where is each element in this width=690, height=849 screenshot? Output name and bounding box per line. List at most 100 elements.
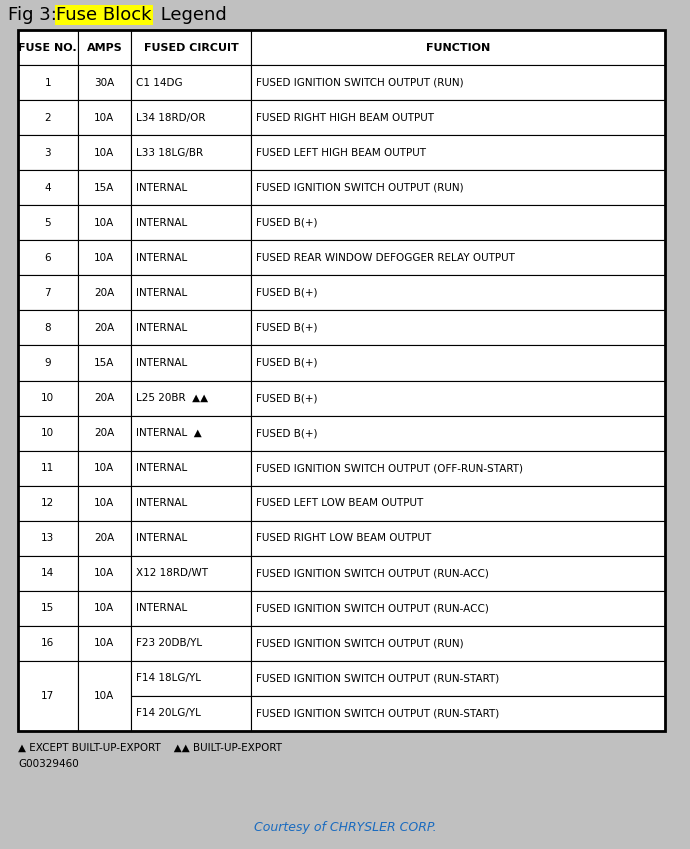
Text: Courtesy of CHRYSLER CORP.: Courtesy of CHRYSLER CORP.: [254, 820, 436, 834]
Text: 15A: 15A: [95, 358, 115, 368]
Text: 20A: 20A: [95, 533, 115, 543]
Bar: [131, 275, 251, 311]
Bar: [77, 556, 131, 591]
Bar: [18, 626, 77, 661]
Text: FUSED RIGHT LOW BEAM OUTPUT: FUSED RIGHT LOW BEAM OUTPUT: [256, 533, 431, 543]
Text: AMPS: AMPS: [86, 42, 122, 53]
Text: 1: 1: [44, 77, 51, 87]
Text: INTERNAL: INTERNAL: [136, 498, 188, 509]
Text: FUSED REAR WINDOW DEFOGGER RELAY OUTPUT: FUSED REAR WINDOW DEFOGGER RELAY OUTPUT: [256, 253, 515, 263]
Text: FUSED IGNITION SWITCH OUTPUT (RUN-ACC): FUSED IGNITION SWITCH OUTPUT (RUN-ACC): [256, 568, 489, 578]
Bar: [251, 661, 665, 696]
Text: FUSED B(+): FUSED B(+): [256, 288, 317, 298]
Text: FUSED B(+): FUSED B(+): [256, 218, 317, 228]
Bar: [251, 170, 665, 205]
Text: X12 18RD/WT: X12 18RD/WT: [136, 568, 208, 578]
Bar: [18, 451, 77, 486]
Text: 5: 5: [44, 218, 51, 228]
Bar: [131, 240, 251, 275]
Bar: [18, 346, 77, 380]
Bar: [251, 135, 665, 170]
Bar: [18, 591, 77, 626]
Text: INTERNAL: INTERNAL: [136, 533, 188, 543]
Bar: [131, 556, 251, 591]
Bar: [251, 30, 665, 65]
Bar: [131, 591, 251, 626]
Bar: [77, 451, 131, 486]
Text: INTERNAL: INTERNAL: [136, 604, 188, 613]
Text: FUNCTION: FUNCTION: [426, 42, 490, 53]
Bar: [18, 30, 665, 731]
Bar: [77, 661, 131, 731]
Text: Fuse Block: Fuse Block: [56, 6, 152, 24]
Text: 10A: 10A: [95, 253, 115, 263]
Bar: [77, 170, 131, 205]
Bar: [18, 65, 77, 100]
Text: 17: 17: [41, 691, 55, 701]
Text: L25 20BR  ▲▲: L25 20BR ▲▲: [136, 393, 208, 403]
Text: FUSE NO.: FUSE NO.: [19, 42, 77, 53]
Bar: [251, 451, 665, 486]
Bar: [251, 696, 665, 731]
Text: FUSED LEFT HIGH BEAM OUTPUT: FUSED LEFT HIGH BEAM OUTPUT: [256, 148, 426, 158]
Bar: [251, 415, 665, 451]
Text: FUSED IGNITION SWITCH OUTPUT (RUN): FUSED IGNITION SWITCH OUTPUT (RUN): [256, 638, 464, 649]
Text: 12: 12: [41, 498, 55, 509]
Bar: [131, 346, 251, 380]
Text: 3: 3: [44, 148, 51, 158]
Text: INTERNAL: INTERNAL: [136, 183, 188, 193]
Bar: [131, 380, 251, 415]
Text: F14 18LG/YL: F14 18LG/YL: [136, 673, 201, 683]
Bar: [251, 65, 665, 100]
Text: 10A: 10A: [95, 113, 115, 122]
Text: FUSED B(+): FUSED B(+): [256, 393, 317, 403]
Bar: [0, 0, 690, 30]
Text: F14 20LG/YL: F14 20LG/YL: [136, 708, 201, 718]
Bar: [77, 100, 131, 135]
Text: G00329460: G00329460: [18, 759, 79, 769]
Text: INTERNAL  ▲: INTERNAL ▲: [136, 428, 202, 438]
Text: 11: 11: [41, 463, 55, 473]
Bar: [251, 626, 665, 661]
Text: 20A: 20A: [95, 428, 115, 438]
Bar: [18, 135, 77, 170]
Bar: [77, 346, 131, 380]
Text: FUSED IGNITION SWITCH OUTPUT (RUN-START): FUSED IGNITION SWITCH OUTPUT (RUN-START): [256, 708, 499, 718]
Bar: [131, 100, 251, 135]
Bar: [18, 100, 77, 135]
Text: INTERNAL: INTERNAL: [136, 358, 188, 368]
Text: FUSED B(+): FUSED B(+): [256, 323, 317, 333]
Text: 2: 2: [44, 113, 51, 122]
Bar: [251, 346, 665, 380]
Bar: [18, 415, 77, 451]
Text: 20A: 20A: [95, 288, 115, 298]
Text: FUSED B(+): FUSED B(+): [256, 428, 317, 438]
Bar: [18, 30, 77, 65]
Text: 10A: 10A: [95, 148, 115, 158]
Bar: [18, 661, 77, 731]
Text: 14: 14: [41, 568, 55, 578]
Text: F23 20DB/YL: F23 20DB/YL: [136, 638, 202, 649]
Text: FUSED IGNITION SWITCH OUTPUT (RUN-ACC): FUSED IGNITION SWITCH OUTPUT (RUN-ACC): [256, 604, 489, 613]
Text: INTERNAL: INTERNAL: [136, 463, 188, 473]
Bar: [131, 696, 251, 731]
Bar: [18, 205, 77, 240]
Bar: [251, 311, 665, 346]
Bar: [77, 240, 131, 275]
Bar: [251, 556, 665, 591]
Text: FUSED B(+): FUSED B(+): [256, 358, 317, 368]
Text: FUSED IGNITION SWITCH OUTPUT (OFF-RUN-START): FUSED IGNITION SWITCH OUTPUT (OFF-RUN-ST…: [256, 463, 523, 473]
Bar: [77, 311, 131, 346]
Text: INTERNAL: INTERNAL: [136, 253, 188, 263]
Bar: [131, 486, 251, 520]
Bar: [18, 520, 77, 556]
Bar: [131, 311, 251, 346]
Text: 10: 10: [41, 393, 55, 403]
Bar: [251, 486, 665, 520]
Text: 10A: 10A: [95, 604, 115, 613]
Bar: [77, 30, 131, 65]
Text: 9: 9: [44, 358, 51, 368]
Text: FUSED RIGHT HIGH BEAM OUTPUT: FUSED RIGHT HIGH BEAM OUTPUT: [256, 113, 434, 122]
Bar: [18, 556, 77, 591]
Bar: [131, 661, 251, 696]
